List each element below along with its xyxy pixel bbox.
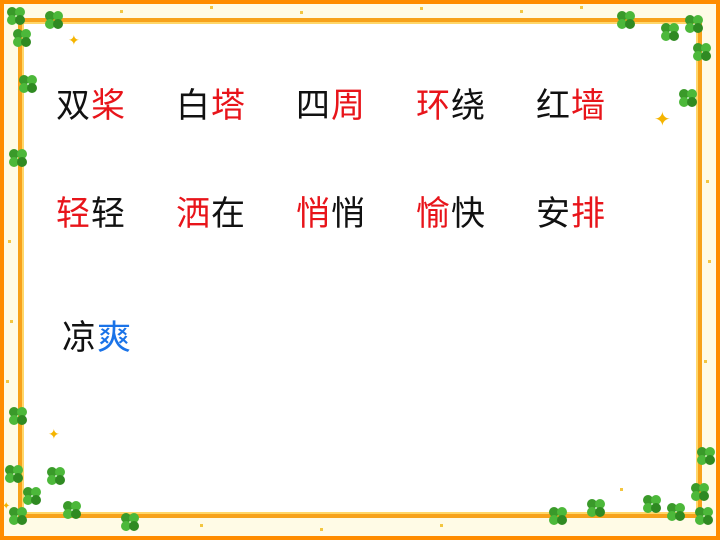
clover-icon (47, 467, 65, 485)
clover-icon (691, 483, 709, 501)
word-8-char-1: 悄 (296, 194, 331, 234)
clover-icon (697, 447, 715, 465)
sparkle-icon: ✦ (48, 427, 60, 443)
clover-icon (9, 507, 27, 525)
word-5-char-2: 墙 (571, 86, 606, 126)
clover-icon (695, 507, 713, 525)
clover-icon (643, 495, 661, 513)
word-4-char-2: 绕 (451, 86, 486, 126)
word-6: 轻轻 (56, 194, 126, 234)
word-2-char-1: 白 (176, 86, 211, 126)
clover-icon (661, 23, 679, 41)
clover-icon (667, 503, 685, 521)
word-1: 双桨 (56, 86, 126, 126)
clover-icon (5, 465, 23, 483)
clover-icon (63, 501, 81, 519)
gold-dot (210, 6, 213, 9)
clover-icon (549, 507, 567, 525)
gold-dot (580, 6, 583, 9)
word-9: 愉快 (416, 194, 486, 234)
word-7-char-2: 在 (211, 194, 246, 234)
clover-icon (19, 75, 37, 93)
sparkle-icon: ✦ (2, 501, 11, 512)
word-5: 红墙 (536, 86, 606, 126)
word-4-char-1: 环 (416, 86, 451, 126)
gold-dot (8, 240, 11, 243)
word-9-char-1: 愉 (416, 194, 451, 234)
clover-icon (685, 15, 703, 33)
gold-dot (520, 10, 523, 13)
clover-icon (7, 7, 25, 25)
word-8: 悄悄 (296, 194, 366, 234)
clover-icon (45, 11, 63, 29)
word-11: 凉爽 (62, 318, 132, 358)
clover-icon (587, 499, 605, 517)
inner-border-frame (18, 18, 702, 518)
word-5-char-1: 红 (536, 86, 571, 126)
clover-icon (9, 149, 27, 167)
gold-dot (708, 260, 711, 263)
word-10-char-1: 安 (536, 194, 571, 234)
word-8-char-2: 悄 (331, 194, 366, 234)
gold-dot (320, 528, 323, 531)
clover-icon (121, 513, 139, 531)
clover-icon (679, 89, 697, 107)
word-4: 环绕 (416, 86, 486, 126)
word-3-char-2: 周 (331, 86, 366, 126)
gold-dot (704, 360, 707, 363)
word-7: 洒在 (176, 194, 246, 234)
word-10-char-2: 排 (571, 194, 606, 234)
gold-dot (300, 11, 303, 14)
word-6-char-1: 轻 (56, 194, 91, 234)
clover-icon (617, 11, 635, 29)
word-6-char-2: 轻 (91, 194, 126, 234)
sparkle-icon: ✦ (654, 107, 671, 131)
word-3-char-1: 四 (296, 86, 331, 126)
word-2-char-2: 塔 (211, 86, 246, 126)
word-1-char-1: 双 (56, 86, 91, 126)
gold-dot (120, 10, 123, 13)
clover-icon (23, 487, 41, 505)
word-11-char-2: 爽 (97, 318, 132, 358)
word-9-char-2: 快 (451, 194, 486, 234)
clover-icon (693, 43, 711, 61)
gold-dot (440, 524, 443, 527)
clover-icon (13, 29, 31, 47)
gold-dot (620, 488, 623, 491)
gold-dot (706, 180, 709, 183)
gold-dot (10, 320, 13, 323)
clover-icon (9, 407, 27, 425)
gold-dot (6, 380, 9, 383)
gold-dot (420, 7, 423, 10)
word-2: 白塔 (176, 86, 246, 126)
word-11-char-1: 凉 (62, 318, 97, 358)
word-3: 四周 (296, 86, 366, 126)
gold-dot (200, 524, 203, 527)
word-7-char-1: 洒 (176, 194, 211, 234)
word-10: 安排 (536, 194, 606, 234)
word-1-char-2: 桨 (91, 86, 126, 126)
sparkle-icon: ✦ (68, 33, 80, 49)
